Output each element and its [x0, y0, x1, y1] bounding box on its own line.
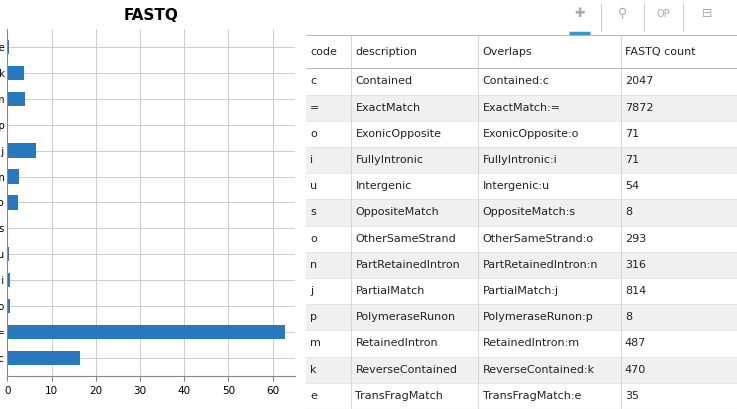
Text: 71: 71 [625, 129, 639, 139]
Text: ⊟: ⊟ [702, 7, 712, 20]
Bar [306, 199, 737, 225]
Text: RetainedIntron: RetainedIntron [355, 339, 438, 348]
Text: k: k [310, 365, 317, 375]
Text: description: description [355, 47, 417, 56]
Text: n: n [310, 260, 318, 270]
Text: 8: 8 [625, 312, 632, 322]
Text: p: p [310, 312, 317, 322]
Text: 316: 316 [625, 260, 646, 270]
Text: Intergenic: Intergenic [355, 181, 412, 191]
Text: PartRetainedIntron: PartRetainedIntron [355, 260, 460, 270]
Text: ExonicOpposite:o: ExonicOpposite:o [483, 129, 579, 139]
Text: Intergenic:u: Intergenic:u [483, 181, 550, 191]
Bar [7, 144, 36, 158]
Text: Overlaps: Overlaps [483, 47, 532, 56]
Text: PartRetainedIntron:n: PartRetainedIntron:n [483, 260, 598, 270]
Bar [7, 196, 18, 209]
Text: s: s [310, 207, 316, 218]
Text: m: m [310, 339, 321, 348]
Text: ReverseContained: ReverseContained [355, 365, 458, 375]
Bar [7, 299, 10, 313]
Bar [306, 94, 737, 121]
Text: 2047: 2047 [625, 76, 653, 86]
Bar [7, 40, 9, 54]
Bar [7, 351, 80, 365]
Text: i: i [310, 155, 313, 165]
Text: OtherSameStrand:o: OtherSameStrand:o [483, 234, 594, 244]
Text: Contained: Contained [355, 76, 413, 86]
Bar [306, 278, 737, 304]
Text: =: = [310, 103, 320, 112]
Bar [7, 169, 18, 184]
Text: o: o [310, 234, 317, 244]
Text: e: e [310, 391, 317, 401]
Text: Contained:c: Contained:c [483, 76, 550, 86]
Bar [306, 304, 737, 330]
Text: PolymeraseRunon: PolymeraseRunon [355, 312, 455, 322]
Bar [306, 68, 737, 94]
Text: FullyIntronic: FullyIntronic [355, 155, 424, 165]
Bar [306, 173, 737, 199]
Text: FullyIntronic:i: FullyIntronic:i [483, 155, 557, 165]
Bar [306, 357, 737, 383]
Text: TransFragMatch:e: TransFragMatch:e [483, 391, 581, 401]
Text: PartialMatch: PartialMatch [355, 286, 425, 296]
Text: RetainedIntron:m: RetainedIntron:m [483, 339, 580, 348]
Text: 487: 487 [625, 339, 646, 348]
Text: code: code [310, 47, 337, 56]
Bar [7, 325, 284, 339]
Text: FASTQ count: FASTQ count [625, 47, 696, 56]
Bar [7, 92, 24, 106]
Text: ⚲: ⚲ [618, 7, 627, 20]
Text: PartialMatch:j: PartialMatch:j [483, 286, 559, 296]
Bar [7, 65, 24, 80]
Text: OppositeMatch:s: OppositeMatch:s [483, 207, 576, 218]
Bar [306, 147, 737, 173]
Text: 7872: 7872 [625, 103, 654, 112]
Text: o: o [310, 129, 317, 139]
Text: ReverseContained:k: ReverseContained:k [483, 365, 595, 375]
Text: 54: 54 [625, 181, 639, 191]
Text: ExactMatch: ExactMatch [355, 103, 421, 112]
Bar [306, 225, 737, 252]
Bar [7, 273, 10, 288]
Text: 71: 71 [625, 155, 639, 165]
Title: FASTQ: FASTQ [124, 8, 178, 23]
Text: ExonicOpposite: ExonicOpposite [355, 129, 441, 139]
Text: 35: 35 [625, 391, 639, 401]
Text: 8: 8 [625, 207, 632, 218]
Bar [7, 247, 10, 261]
Text: ✚: ✚ [574, 7, 585, 20]
Text: OP: OP [657, 9, 671, 19]
Text: 470: 470 [625, 365, 646, 375]
Text: u: u [310, 181, 318, 191]
Text: TransFragMatch: TransFragMatch [355, 391, 444, 401]
Bar [306, 383, 737, 409]
Text: c: c [310, 76, 316, 86]
Bar [306, 252, 737, 278]
Text: j: j [310, 286, 313, 296]
Text: 814: 814 [625, 286, 646, 296]
Text: ExactMatch:=: ExactMatch:= [483, 103, 561, 112]
Text: OtherSameStrand: OtherSameStrand [355, 234, 456, 244]
Text: 293: 293 [625, 234, 646, 244]
Bar [306, 121, 737, 147]
Text: PolymeraseRunon:p: PolymeraseRunon:p [483, 312, 593, 322]
Bar [306, 330, 737, 357]
Bar [306, 35, 737, 68]
Text: OppositeMatch: OppositeMatch [355, 207, 439, 218]
